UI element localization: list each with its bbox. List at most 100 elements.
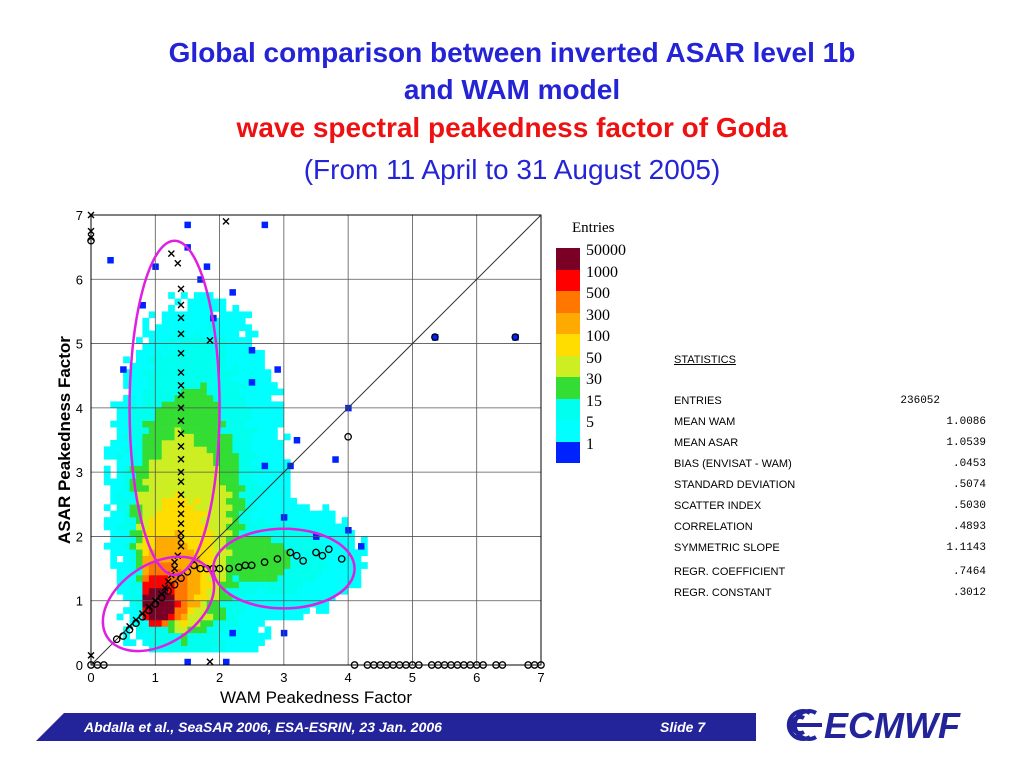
density-bin [251, 632, 259, 640]
density-bin [341, 536, 349, 544]
density-bin [110, 420, 118, 428]
density-bin [226, 510, 233, 518]
density-bin [335, 581, 343, 589]
density-bin [226, 446, 233, 454]
density-bin [103, 465, 111, 473]
density-bin [161, 607, 169, 614]
density-bin [226, 414, 233, 422]
density-bin [251, 555, 259, 563]
marker-o-point [132, 619, 140, 628]
density-bin [161, 632, 169, 640]
marker-o-point [125, 625, 134, 634]
density-bin [155, 497, 163, 505]
density-bin [303, 594, 310, 602]
density-bin [148, 414, 156, 422]
statistics-value: .4893 [952, 521, 986, 533]
density-bin [348, 542, 355, 550]
density-bin [161, 317, 169, 325]
density-bin [341, 549, 349, 557]
density-bin [136, 542, 143, 550]
density-bin [155, 626, 163, 634]
density-bin [219, 375, 227, 383]
density-bin [251, 440, 259, 447]
density-bin [219, 594, 227, 602]
density-bin [251, 536, 259, 544]
density-bin [258, 639, 265, 647]
density-bin [251, 485, 259, 492]
density-bin [168, 549, 175, 557]
marker-x-point [177, 301, 185, 309]
density-bin [174, 420, 182, 428]
density-bin [155, 536, 163, 544]
density-bin [264, 562, 272, 569]
marker-x-point [167, 250, 175, 258]
density-bin [193, 575, 201, 582]
density-bin [271, 510, 278, 518]
density-bin [200, 292, 208, 299]
density-bin [136, 440, 143, 447]
density-bin [129, 600, 137, 608]
density-bin [181, 478, 188, 486]
density-bin [245, 401, 253, 409]
density-bin [193, 440, 201, 447]
density-bin [129, 388, 137, 396]
marker-o-point [479, 661, 487, 669]
density-bin [206, 587, 214, 595]
density-bin [206, 485, 214, 492]
density-bin [136, 414, 143, 422]
density-bin [187, 639, 195, 647]
density-bin [245, 542, 253, 550]
density-bin [251, 420, 259, 428]
density-bin [232, 639, 240, 647]
density-bin [181, 465, 188, 473]
density-bin [261, 462, 269, 470]
density-bin [213, 562, 220, 569]
density-bin [168, 395, 175, 402]
density-bin [258, 555, 265, 563]
legend-label: 30 [586, 371, 602, 388]
density-bin [148, 356, 156, 364]
density-bin [283, 510, 291, 518]
density-bin [341, 530, 349, 537]
density-bin [238, 433, 246, 441]
density-bin [142, 452, 150, 460]
density-bin [129, 401, 137, 409]
density-bin [238, 620, 246, 627]
density-bin [200, 369, 208, 377]
density-bin [161, 465, 169, 473]
density-bin [116, 446, 124, 454]
density-bin [136, 536, 143, 544]
y-tick-label: 2 [76, 529, 83, 544]
marker-x-point [177, 330, 185, 338]
density-bin [174, 298, 182, 306]
density-bin [116, 478, 124, 486]
density-bin [116, 517, 124, 524]
density-bin [251, 549, 259, 557]
density-bin [245, 369, 253, 377]
density-bin [110, 555, 118, 563]
density-bin [168, 343, 175, 351]
density-bin [258, 517, 265, 524]
density-bin [251, 523, 259, 531]
legend-swatch [556, 312, 580, 334]
density-bin [174, 491, 182, 499]
density-bin [206, 491, 214, 499]
density-bin [136, 446, 143, 454]
density-bin [200, 626, 208, 634]
density-bin [168, 472, 175, 479]
density-bin [155, 350, 163, 357]
density-bin [348, 568, 355, 576]
density-bin [335, 542, 343, 550]
density-bin [187, 414, 195, 422]
density-bin [293, 437, 301, 444]
density-bin [148, 542, 156, 550]
density-bin [200, 395, 208, 402]
density-bin [136, 491, 143, 499]
density-bin [271, 517, 278, 524]
density-bin [271, 427, 278, 434]
density-bin [155, 472, 163, 479]
density-bin [193, 542, 201, 550]
density-bin [264, 542, 272, 550]
density-bin [148, 407, 156, 415]
density-bin [174, 407, 182, 415]
